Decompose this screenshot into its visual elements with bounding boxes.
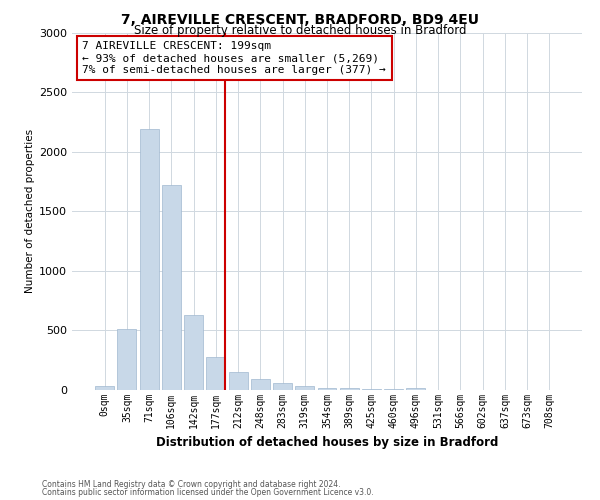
- Text: Contains public sector information licensed under the Open Government Licence v3: Contains public sector information licen…: [42, 488, 374, 497]
- Text: 7 AIREVILLE CRESCENT: 199sqm
← 93% of detached houses are smaller (5,269)
7% of : 7 AIREVILLE CRESCENT: 199sqm ← 93% of de…: [82, 42, 386, 74]
- Bar: [340, 388, 359, 390]
- Bar: [295, 386, 314, 390]
- Bar: [206, 357, 225, 390]
- Text: Size of property relative to detached houses in Bradford: Size of property relative to detached ho…: [134, 24, 466, 37]
- Text: 7, AIREVILLE CRESCENT, BRADFORD, BD9 4EU: 7, AIREVILLE CRESCENT, BRADFORD, BD9 4EU: [121, 12, 479, 26]
- Text: Contains HM Land Registry data © Crown copyright and database right 2024.: Contains HM Land Registry data © Crown c…: [42, 480, 341, 489]
- Bar: [229, 372, 248, 390]
- Bar: [95, 386, 114, 390]
- Bar: [162, 185, 181, 390]
- Bar: [273, 384, 292, 390]
- Bar: [140, 129, 158, 390]
- Y-axis label: Number of detached properties: Number of detached properties: [25, 129, 35, 294]
- Bar: [317, 388, 337, 390]
- Bar: [362, 389, 381, 390]
- Bar: [251, 378, 270, 390]
- Bar: [406, 388, 425, 390]
- Bar: [118, 329, 136, 390]
- X-axis label: Distribution of detached houses by size in Bradford: Distribution of detached houses by size …: [156, 436, 498, 450]
- Bar: [184, 315, 203, 390]
